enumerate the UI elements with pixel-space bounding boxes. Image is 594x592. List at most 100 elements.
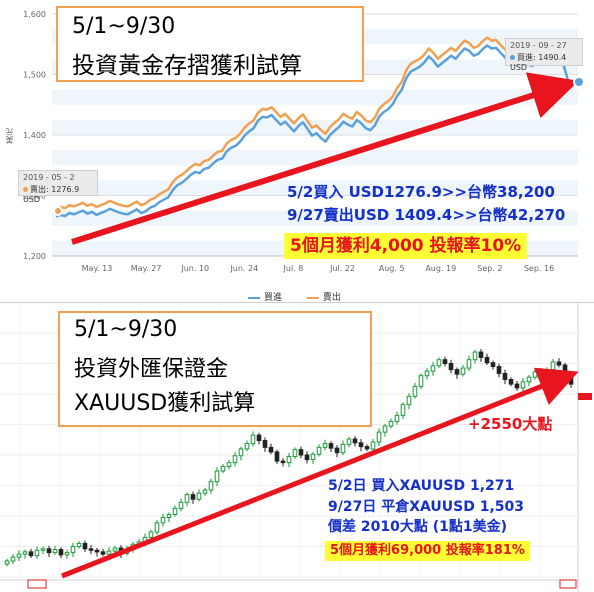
x-tick-label: May. 13 bbox=[82, 264, 113, 273]
candle bbox=[550, 358, 556, 375]
series-line bbox=[55, 44, 570, 218]
candle bbox=[256, 432, 262, 445]
candle bbox=[148, 529, 154, 540]
candle bbox=[292, 447, 298, 459]
legend-sell: 賣出 bbox=[306, 293, 341, 302]
x-tick-label: Jul. 8 bbox=[283, 264, 304, 273]
candle bbox=[496, 363, 502, 378]
candle bbox=[238, 446, 244, 461]
forex-title-period: 5/1~9/30 bbox=[74, 317, 178, 342]
candle bbox=[190, 491, 196, 504]
start-tooltip-value: 賣出: 1276.9 USD bbox=[23, 185, 80, 204]
candle bbox=[268, 443, 274, 455]
candle bbox=[508, 377, 514, 387]
period-start-marker bbox=[27, 579, 47, 589]
start-tooltip-date: 2019 - 05 - 2 bbox=[23, 173, 75, 182]
forex-buy-annotation: 5/2日 買入XAUUSD 1,271 bbox=[328, 478, 515, 494]
candle bbox=[10, 554, 16, 565]
start-marker bbox=[53, 206, 63, 216]
x-tick-label: Jul. 22 bbox=[329, 264, 355, 273]
candle bbox=[28, 548, 34, 558]
candle bbox=[40, 546, 46, 555]
end-tooltip-date: 2019 - 09 - 27 bbox=[510, 41, 567, 50]
x-tick-label: Jun. 10 bbox=[180, 264, 209, 273]
candle bbox=[64, 549, 70, 559]
candle bbox=[310, 451, 316, 465]
candle bbox=[52, 545, 58, 555]
candle bbox=[532, 368, 538, 380]
candle bbox=[46, 545, 52, 558]
gold-passbook-panel: 1,200 1,300 1,400 1,500 1,600 May. 13 May. 27 J… bbox=[5, 6, 585, 302]
forex-title-box: 5/1~9/30 投資外匯保證金 XAUUSD獲利試算 bbox=[58, 311, 372, 427]
trend-arrow bbox=[61, 367, 579, 579]
candle bbox=[364, 444, 370, 452]
y-tick-label: 1,500 bbox=[23, 71, 46, 80]
candle bbox=[76, 541, 82, 549]
y-tick-label: 1,300 bbox=[23, 192, 46, 201]
series-line bbox=[55, 36, 569, 211]
candle bbox=[370, 438, 376, 452]
candle bbox=[100, 548, 106, 557]
period-end-marker bbox=[559, 579, 577, 589]
candle bbox=[334, 445, 340, 458]
x-tick-label: Aug. 5 bbox=[379, 264, 405, 273]
gold-title-text: 投資黃金存摺獲利試算 bbox=[72, 53, 302, 79]
end-marker bbox=[573, 76, 585, 88]
price-scale-marker bbox=[578, 393, 592, 400]
candle bbox=[544, 367, 550, 383]
candle bbox=[166, 512, 172, 523]
candle bbox=[460, 365, 466, 377]
candle bbox=[184, 492, 190, 507]
candle bbox=[484, 353, 490, 366]
candle bbox=[436, 357, 442, 369]
candle bbox=[172, 505, 178, 517]
x-tick-label: Jun. 24 bbox=[229, 264, 258, 273]
candle bbox=[346, 436, 352, 448]
candle bbox=[220, 464, 226, 474]
end-tooltip-value: 買進: 1490.4 USD bbox=[510, 53, 567, 72]
candle bbox=[448, 359, 454, 374]
candle bbox=[286, 452, 292, 468]
forex-title-symbol: XAUUSD獲利試算 bbox=[74, 391, 256, 416]
candle bbox=[202, 487, 208, 497]
forex-margin-panel: 5/1~9/30 投資外匯保證金 XAUUSD獲利試算 +2550大點 5/2日… bbox=[0, 302, 594, 592]
points-gain-label: +2550大點 bbox=[468, 415, 553, 433]
candle bbox=[226, 459, 232, 470]
candle bbox=[340, 440, 346, 455]
x-tick-label: Sep. 16 bbox=[524, 264, 554, 273]
candle bbox=[22, 549, 28, 559]
candle bbox=[232, 451, 238, 467]
y-tick-label: 1,400 bbox=[23, 131, 46, 140]
candle bbox=[442, 356, 448, 367]
candle bbox=[274, 449, 280, 465]
candle bbox=[502, 369, 508, 385]
x-tick-label: Aug. 19 bbox=[425, 264, 456, 273]
candle bbox=[430, 361, 436, 376]
candle bbox=[160, 513, 166, 527]
gold-title-box: 5/1~9/30 投資黃金存摺獲利試算 bbox=[56, 6, 364, 82]
legend-buy: 買進 bbox=[248, 293, 282, 302]
candle bbox=[568, 371, 574, 388]
gold-profit-result: 5個月獲利4,000 投報率10% bbox=[284, 233, 528, 259]
x-tick-label: May. 27 bbox=[131, 264, 162, 273]
candle bbox=[154, 519, 160, 536]
gold-title-period: 5/1~9/30 bbox=[72, 14, 176, 39]
candle bbox=[58, 547, 64, 558]
candle bbox=[328, 441, 334, 452]
forex-spread-annotation: 價差 2010大點 (1點1美金) bbox=[328, 519, 507, 535]
candle bbox=[400, 402, 406, 420]
x-tick-label: Sep. 2 bbox=[477, 264, 502, 273]
y-tick-label: 1,600 bbox=[23, 10, 46, 19]
candle bbox=[358, 438, 364, 452]
trend-arrow bbox=[71, 72, 579, 245]
candle bbox=[214, 467, 220, 487]
candle bbox=[250, 431, 256, 447]
candle bbox=[394, 411, 400, 425]
candle bbox=[94, 548, 100, 557]
gold-sell-annotation: 9/27賣出USD 1409.4>>台幣42,270 bbox=[287, 206, 566, 224]
candle bbox=[478, 349, 484, 362]
gold-buy-annotation: 5/2買入 USD1276.9>>台幣38,200 bbox=[287, 183, 555, 201]
candle bbox=[262, 437, 268, 452]
candle bbox=[316, 444, 322, 457]
candle bbox=[70, 542, 76, 558]
